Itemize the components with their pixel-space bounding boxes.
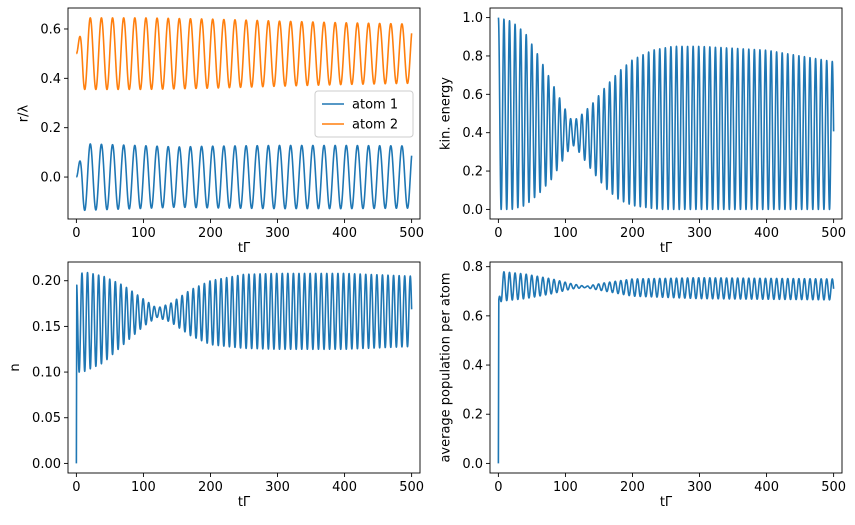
- series-line-1: [497, 17, 835, 211]
- legend-label: atom 2: [352, 118, 398, 133]
- plot-area: [497, 271, 835, 464]
- x-tick-label: 300: [265, 480, 290, 495]
- y-tick-label: 0.10: [32, 366, 61, 381]
- legend: atom 1 atom 2: [314, 90, 414, 138]
- y-tick-label: 0.05: [32, 411, 61, 426]
- x-tick-label: 0: [494, 226, 502, 241]
- y-tick-label: 0.15: [32, 320, 61, 335]
- x-tick-label: 300: [687, 226, 712, 241]
- plot-area: [497, 17, 835, 211]
- y-tick-label: 0.00: [32, 457, 61, 472]
- series-line-2: [75, 17, 413, 91]
- axes-frame: [67, 7, 421, 220]
- chart-photon-number: 0 100 200 300 400 500 0.00 0.05 0.10 0.15 0.20 tΓ n: [8, 261, 424, 510]
- y-tick-label: 0.0: [462, 203, 483, 218]
- y-tick-label: 0.8: [462, 260, 483, 275]
- series-line-1: [75, 143, 413, 212]
- y-axis-label: r/λ: [16, 104, 31, 122]
- axes-frame: [489, 7, 843, 220]
- y-tick-label: 0.6: [40, 22, 61, 37]
- plot-area: [75, 271, 413, 464]
- axes-frame: [489, 261, 843, 474]
- x-axis-label: tΓ: [238, 241, 251, 256]
- plot-area: [75, 17, 413, 212]
- chart-kinetic-energy: 0 100 200 300 400 500 0.0 0.2 0.4 0.6 0.8 1.0 tΓ kin.…: [438, 7, 846, 256]
- x-tick-label: 400: [754, 480, 779, 495]
- series-line-1: [497, 271, 835, 464]
- x-tick-label: 500: [399, 480, 424, 495]
- y-tick-label: 0.2: [40, 121, 61, 136]
- legend-label: atom 1: [352, 98, 398, 113]
- series-line-1: [75, 271, 413, 464]
- y-tick-label: 0.0: [462, 457, 483, 472]
- y-axis-label: n: [8, 363, 23, 371]
- y-tick-label: 0.4: [462, 359, 483, 374]
- y-tick-label: 1.0: [462, 11, 483, 26]
- x-tick-label: 200: [198, 226, 223, 241]
- x-tick-label: 0: [72, 226, 80, 241]
- y-tick-label: 0.4: [462, 126, 483, 141]
- y-axis-label: kin. energy: [438, 77, 453, 150]
- x-axis-label: tΓ: [660, 241, 673, 256]
- y-tick-label: 0.8: [462, 49, 483, 64]
- x-tick-label: 400: [754, 226, 779, 241]
- legend-box: [314, 90, 414, 138]
- y-tick-label: 0.2: [462, 408, 483, 423]
- x-tick-label: 100: [131, 480, 156, 495]
- axes-frame: [67, 261, 421, 474]
- y-axis-label: average population per atom: [438, 272, 453, 462]
- y-tick-label: 0.4: [40, 72, 61, 87]
- y-tick-label: 0.6: [462, 309, 483, 324]
- x-tick-label: 100: [553, 226, 578, 241]
- x-tick-label: 0: [494, 480, 502, 495]
- x-tick-label: 400: [332, 226, 357, 241]
- x-tick-label: 500: [821, 226, 846, 241]
- x-tick-label: 200: [620, 226, 645, 241]
- x-tick-label: 300: [265, 226, 290, 241]
- x-tick-label: 0: [72, 480, 80, 495]
- x-tick-label: 100: [131, 226, 156, 241]
- x-tick-label: 200: [198, 480, 223, 495]
- x-axis-label: tΓ: [238, 495, 251, 510]
- x-tick-label: 200: [620, 480, 645, 495]
- y-tick-label: 0.20: [32, 274, 61, 289]
- y-tick-label: 0.6: [462, 88, 483, 103]
- x-axis-label: tΓ: [660, 495, 673, 510]
- x-tick-label: 400: [332, 480, 357, 495]
- chart-population: 0 100 200 300 400 500 0.0 0.2 0.4 0.6 0.8 tΓ average…: [438, 260, 846, 510]
- x-tick-label: 500: [821, 480, 846, 495]
- x-tick-label: 500: [399, 226, 424, 241]
- y-tick-label: 0.0: [40, 171, 61, 186]
- y-tick-label: 0.2: [462, 165, 483, 180]
- x-tick-label: 100: [553, 480, 578, 495]
- x-tick-label: 300: [687, 480, 712, 495]
